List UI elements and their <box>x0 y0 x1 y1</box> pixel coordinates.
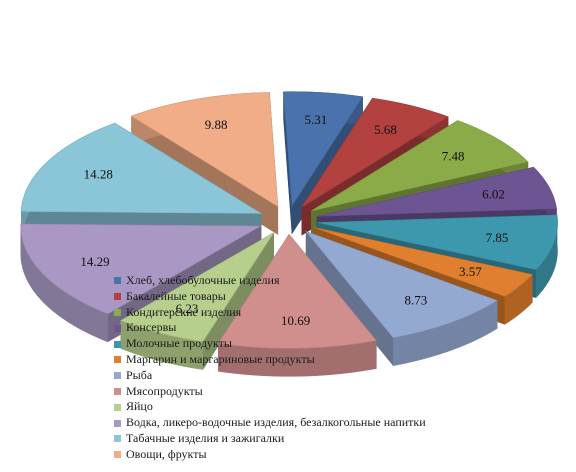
legend-swatch-6 <box>114 372 121 380</box>
legend-item-0: Хлеб, хлебобулочные изделия <box>114 273 426 289</box>
data-label-1: 5.68 <box>374 122 397 137</box>
legend-item-9: Водка, ликеро-водочные изделия, безалког… <box>114 415 426 431</box>
pie-slice-top-6 <box>305 230 498 339</box>
legend-label-9: Водка, ликеро-водочные изделия, безалког… <box>126 415 426 430</box>
pie-slice-top-0 <box>283 91 364 207</box>
pie-slice-top-10 <box>20 122 263 214</box>
legend-swatch-9 <box>114 419 121 427</box>
legend-item-6: Рыба <box>114 368 426 384</box>
legend-swatch-3 <box>114 324 121 332</box>
data-label-6: 8.73 <box>405 293 428 308</box>
data-label-9: 14.29 <box>80 254 109 269</box>
pie-slice-top-8 <box>120 232 274 342</box>
legend-swatch-0 <box>114 277 121 285</box>
pie-slice-7 <box>217 233 377 377</box>
legend-label-5: Маргарин и маргариновые продукты <box>126 351 315 366</box>
pie-slice-top-5 <box>313 227 533 297</box>
legend-swatch-1 <box>114 293 121 301</box>
legend: Хлеб, хлебобулочные изделия Бакалейные то… <box>114 273 426 463</box>
data-label-0: 5.31 <box>305 112 328 127</box>
legend-label-2: Кондитерские изделия <box>126 304 242 319</box>
legend-label-0: Хлеб, хлебобулочные изделия <box>126 273 280 287</box>
legend-swatch-8 <box>114 403 121 411</box>
legend-item-10: Табачные изделия и зажигалки <box>114 431 426 447</box>
legend-swatch-4 <box>114 340 121 348</box>
legend-swatch-11 <box>114 451 121 459</box>
legend-swatch-7 <box>114 387 121 395</box>
legend-label-7: Мясопродукты <box>126 383 203 398</box>
pie-slice-0 <box>283 91 364 235</box>
legend-label-4: Молочные продукты <box>126 336 232 351</box>
data-label-3: 6.02 <box>482 186 505 201</box>
pie-slice-6 <box>305 230 498 367</box>
legend-label-10: Табачные изделия и зажигалки <box>126 430 285 445</box>
pie-slice-top-3 <box>316 166 557 217</box>
data-label-11: 9.88 <box>205 117 228 132</box>
pie-slice-top-1 <box>301 97 449 208</box>
legend-label-1: Бакалейные товары <box>126 288 226 303</box>
data-label-7: 10.69 <box>281 313 310 328</box>
pie-slice-top-2 <box>311 120 529 212</box>
legend-swatch-10 <box>114 435 121 443</box>
legend-item-2: Кондитерские изделия <box>114 305 426 321</box>
pie-slice-top-11 <box>130 92 279 208</box>
legend-item-4: Молочные продукты <box>114 336 426 352</box>
legend-swatch-5 <box>114 356 121 364</box>
legend-item-5: Маргарин и маргариновые продукты <box>114 352 426 368</box>
legend-swatch-2 <box>114 308 121 316</box>
data-label-8: 6.23 <box>176 301 199 316</box>
legend-label-11: Овощи, фрукты <box>126 446 207 461</box>
data-label-5: 3.57 <box>459 264 482 279</box>
legend-item-1: Бакалейные товары <box>114 289 426 305</box>
data-label-4: 7.85 <box>486 230 509 245</box>
legend-item-11: Овощи, фрукты <box>114 447 426 463</box>
pie-slice-top-7 <box>217 233 377 349</box>
legend-item-3: Консервы <box>114 320 426 336</box>
legend-item-7: Мясопродукты <box>114 384 426 400</box>
legend-label-6: Рыба <box>126 367 153 382</box>
pie-slice-top-4 <box>317 214 558 271</box>
legend-label-3: Консервы <box>126 320 177 335</box>
legend-item-8: Яйцо <box>114 399 426 415</box>
data-label-2: 7.48 <box>442 148 465 163</box>
data-label-10: 14.28 <box>84 167 113 182</box>
pie-slice-8 <box>120 231 274 371</box>
legend-label-8: Яйцо <box>126 399 153 414</box>
pie-slice-top-9 <box>20 223 262 315</box>
